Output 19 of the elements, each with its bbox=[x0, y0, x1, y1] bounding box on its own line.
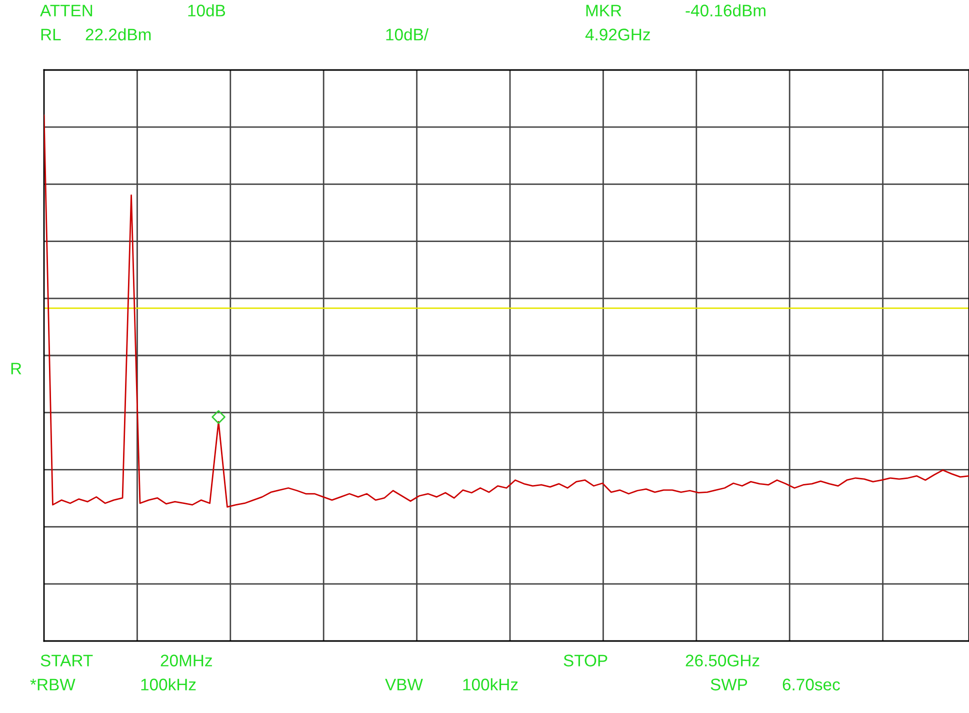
text: 100kHz bbox=[141, 678, 196, 690]
text: 20MHz bbox=[160, 654, 212, 666]
text: VBW bbox=[385, 678, 423, 690]
text: -40.16dBm bbox=[686, 4, 766, 16]
text: 10dB/ bbox=[386, 28, 429, 40]
text: ATTEN bbox=[40, 4, 92, 16]
text: START bbox=[40, 654, 93, 666]
text: 26.50GHz bbox=[686, 654, 760, 666]
text: 100kHz bbox=[463, 678, 518, 690]
text: 6.70sec bbox=[782, 678, 840, 690]
text: 4.92GHz bbox=[585, 28, 650, 40]
text: R bbox=[11, 362, 22, 374]
text: RL bbox=[41, 28, 61, 40]
text: MKR bbox=[586, 4, 622, 16]
text: 22.2dBm bbox=[86, 28, 151, 40]
text: SWP bbox=[710, 678, 748, 690]
text: *RBW bbox=[30, 678, 76, 690]
text: STOP bbox=[564, 654, 608, 666]
text: 10dB bbox=[188, 4, 226, 16]
